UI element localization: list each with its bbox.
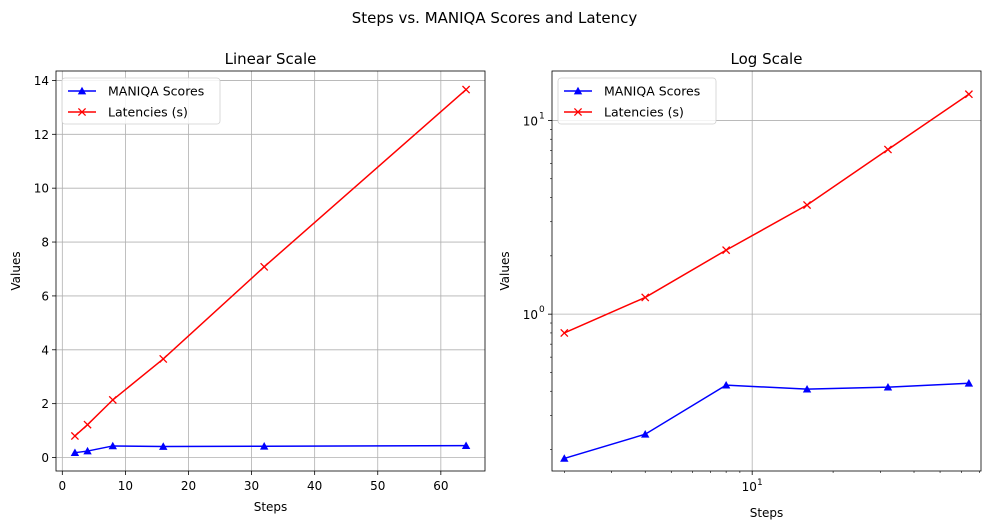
data-point (802, 384, 812, 393)
x-tick-label: 30 (244, 479, 259, 493)
y-axis-label: Values (9, 251, 23, 290)
y-tick-exponent: 0 (539, 305, 545, 315)
legend-marker (573, 86, 583, 95)
axes-frame (551, 70, 982, 472)
legend-label: MANIQA Scores (108, 84, 204, 99)
legend: MANIQA Scores Latencies (s) (61, 77, 221, 125)
data-point (641, 430, 650, 438)
series-line-1 (74, 444, 467, 454)
legend-label: Latencies (s) (604, 105, 684, 120)
y-tick-label: 10 (523, 114, 538, 128)
x-axis-label: Steps (750, 506, 784, 520)
data-point (108, 441, 117, 450)
y-tick-label: 10 (523, 308, 538, 322)
series-line-1 (564, 382, 969, 460)
data-point (722, 246, 731, 255)
legend-label: Latencies (s) (108, 105, 188, 120)
data-point (964, 90, 973, 99)
y-tick-label: 14 (34, 74, 49, 88)
data-point (83, 446, 92, 455)
legend-box (61, 77, 221, 125)
y-tick-label: 8 (41, 236, 49, 250)
series-line-2 (74, 89, 467, 437)
legend-marker (573, 107, 583, 117)
data-point (461, 441, 471, 450)
data-point (560, 328, 569, 337)
data-point (721, 380, 731, 389)
legend-marker (77, 107, 87, 117)
y-tick-label: 0 (41, 451, 49, 465)
data-point (83, 420, 92, 429)
legend-box (557, 77, 717, 125)
figure-suptitle: Steps vs. MANIQA Scores and Latency (352, 9, 638, 27)
y-tick-label: 10 (34, 182, 49, 196)
x-tick-label: 10 (118, 479, 133, 493)
data-point (259, 442, 269, 450)
x-tick-label: 40 (307, 479, 322, 493)
data-point (159, 442, 168, 450)
series-line-2 (563, 93, 970, 334)
legend-label: MANIQA Scores (604, 84, 700, 99)
y-tick-label: 6 (41, 289, 49, 303)
data-point (260, 262, 269, 271)
axes-frame (55, 70, 486, 472)
chart-title: Linear Scale (225, 50, 317, 68)
data-point (802, 200, 812, 210)
data-point (70, 448, 80, 457)
x-tick-label: 20 (181, 479, 196, 493)
data-point (70, 431, 79, 441)
y-axis-label: Values (498, 251, 512, 290)
x-tick-label: 0 (58, 479, 66, 493)
data-point (560, 454, 569, 462)
data-point (462, 85, 471, 94)
y-tick-exponent: 1 (539, 111, 545, 121)
y-tick-label: 2 (41, 397, 49, 411)
x-tick-label: 50 (370, 479, 385, 493)
data-point (883, 382, 893, 391)
y-tick-label: 12 (34, 128, 49, 142)
data-point (964, 379, 974, 387)
x-tick-label: 101 (742, 478, 763, 494)
data-point (108, 395, 117, 404)
x-tick-label: 60 (433, 479, 448, 493)
y-tick-label: 4 (41, 343, 49, 357)
legend-marker (77, 86, 87, 95)
chart-panel-1: 0 10 20 30 40 50 60 0 2 4 6 8 10 12 14 Linear Scale Step… (9, 50, 486, 514)
x-axis-label: Steps (254, 500, 288, 514)
data-point (159, 354, 168, 364)
data-point (641, 293, 650, 302)
chart-title: Log Scale (731, 50, 803, 68)
data-point (883, 145, 893, 154)
legend: MANIQA Scores Latencies (s) (557, 77, 717, 125)
